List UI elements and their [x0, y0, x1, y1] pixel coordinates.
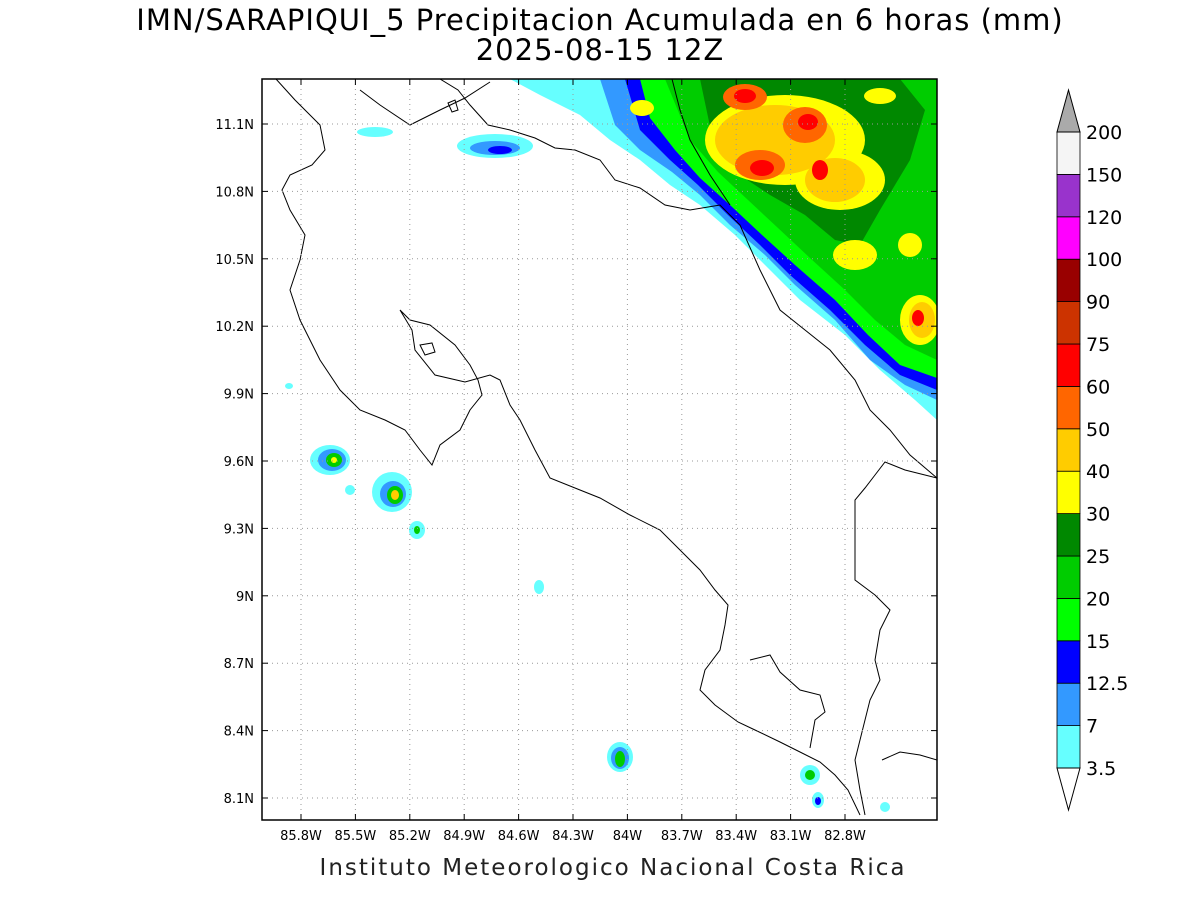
rain-contour-60	[912, 310, 924, 326]
colorbar-swatch	[1056, 428, 1081, 472]
colorbar-level-label: 15	[1086, 631, 1110, 653]
map-subtitle-date: 2025-08-15 12Z	[475, 33, 725, 67]
lon-tick-label: 84.6W	[498, 829, 540, 844]
colorbar-swatch	[1056, 173, 1081, 218]
coastline-caribbean	[439, 79, 937, 479]
island	[447, 99, 459, 113]
lat-tick-label: 10.8N	[215, 185, 254, 200]
colorbar-swatch	[1056, 343, 1081, 387]
colorbar-bottom-arrow	[1056, 767, 1081, 812]
rain-contour-60	[734, 89, 756, 103]
colorbar-level-label: 30	[1086, 504, 1110, 526]
colorbar-level-label: 200	[1086, 122, 1122, 144]
rain-cell-gulf-1	[331, 457, 337, 463]
coastlines	[275, 79, 937, 816]
colorbar-level-label: 120	[1086, 207, 1122, 229]
latitude-axis: 11.1N 10.8N 10.5N 10.2N 9.9N 9.6N 9.3N 9N 8.7N 8.…	[215, 118, 937, 807]
lon-tick-label: 85.5W	[334, 829, 376, 844]
colorbar-level-label: 60	[1086, 376, 1110, 398]
colorbar-swatch	[1056, 598, 1081, 642]
lat-tick-label: 8.4N	[224, 725, 254, 740]
rain-cell-south-3	[815, 797, 821, 805]
colorbar-level-label: 3.5	[1086, 758, 1116, 780]
colorbar-swatch	[1056, 640, 1081, 684]
lon-tick-label: 84.3W	[552, 829, 594, 844]
rain-contour-60	[750, 160, 774, 176]
rain-contour-30	[833, 240, 877, 270]
coastline-panama	[854, 461, 937, 816]
rain-contour-30	[630, 100, 654, 116]
coastline-pacific	[275, 79, 861, 816]
lat-tick-label: 9.3N	[224, 522, 254, 537]
colorbar-swatch	[1056, 470, 1081, 515]
colorbar-swatch	[1056, 555, 1081, 599]
colorbar-top-arrow	[1056, 88, 1081, 133]
colorbar-level-label: 12.5	[1086, 673, 1128, 695]
precipitation-field	[285, 79, 937, 812]
lon-tick-label: 85.2W	[389, 829, 431, 844]
rain-cell-gulf-2	[391, 490, 399, 500]
colorbar-swatch	[1056, 513, 1081, 557]
lat-tick-label: 10.2N	[215, 320, 254, 335]
map-title: IMN/SARAPIQUI_5 Precipitacion Acumulada …	[136, 3, 1064, 37]
rain-cell-small	[880, 802, 890, 812]
longitude-axis: 85.8W 85.5W 85.2W 84.9W 84.6W 84.3W 84W 83.7W 83…	[280, 79, 866, 844]
lat-tick-label: 10.5N	[215, 253, 254, 268]
colorbar-level-label: 20	[1086, 588, 1110, 610]
lat-tick-label: 9.6N	[224, 455, 254, 470]
border-nicaragua	[671, 79, 731, 206]
lat-tick-label: 8.1N	[224, 792, 254, 807]
rain-cell-small	[285, 383, 293, 389]
lat-tick-label: 8.7N	[224, 657, 254, 672]
border-panama	[881, 751, 937, 761]
rain-contour-60	[812, 160, 828, 180]
colorbar-level-label: 50	[1086, 419, 1110, 441]
lon-tick-label: 83.1W	[770, 829, 812, 844]
rain-cell-northwest	[357, 127, 393, 137]
rain-contour-30	[898, 233, 922, 257]
lake-nicaragua	[359, 81, 491, 126]
colorbar-legend: 3.5 7 12.5 15 20 25 30 40 50 60 75 90 100 120 150 200	[1056, 88, 1128, 812]
colorbar-swatch	[1056, 725, 1081, 769]
rain-contour-30	[864, 88, 896, 104]
map-frame	[261, 78, 938, 821]
island	[419, 342, 436, 356]
rain-cell-south-1	[615, 751, 625, 767]
colorbar-level-label: 40	[1086, 461, 1110, 483]
lon-tick-label: 83.7W	[661, 829, 703, 844]
lon-tick-label: 85.8W	[280, 829, 322, 844]
footer-credit: Instituto Meteorologico Nacional Costa R…	[319, 855, 907, 881]
map-gridlines	[262, 79, 937, 820]
colorbar-level-label: 90	[1086, 292, 1110, 314]
rain-contour-60	[798, 114, 818, 130]
rain-cell-small	[345, 485, 355, 495]
lat-tick-label: 9.9N	[224, 388, 254, 403]
rain-cell-north	[488, 146, 512, 154]
colorbar-swatch	[1056, 131, 1081, 175]
colorbar-swatch	[1056, 258, 1081, 303]
colorbar-level-label: 25	[1086, 546, 1110, 568]
colorbar-swatch	[1056, 301, 1081, 345]
colorbar-level-label: 100	[1086, 249, 1122, 271]
rain-cell-south-2	[805, 770, 815, 780]
lon-tick-label: 84.9W	[443, 829, 485, 844]
colorbar-swatch	[1056, 385, 1081, 430]
rain-cell-small	[534, 580, 544, 594]
colorbar-swatch	[1056, 216, 1081, 260]
colorbar-level-label: 75	[1086, 334, 1110, 356]
colorbar-swatch	[1056, 682, 1081, 727]
lat-tick-label: 9N	[236, 590, 254, 605]
lon-tick-label: 82.8W	[824, 829, 866, 844]
colorbar-level-label: 7	[1086, 716, 1098, 738]
lat-tick-label: 11.1N	[215, 118, 254, 133]
coastline-osa	[749, 654, 826, 749]
colorbar-level-label: 150	[1086, 164, 1122, 186]
lon-tick-label: 83.4W	[715, 829, 757, 844]
rain-cell-gulf-3	[414, 526, 420, 534]
lon-tick-label: 84W	[613, 829, 643, 844]
